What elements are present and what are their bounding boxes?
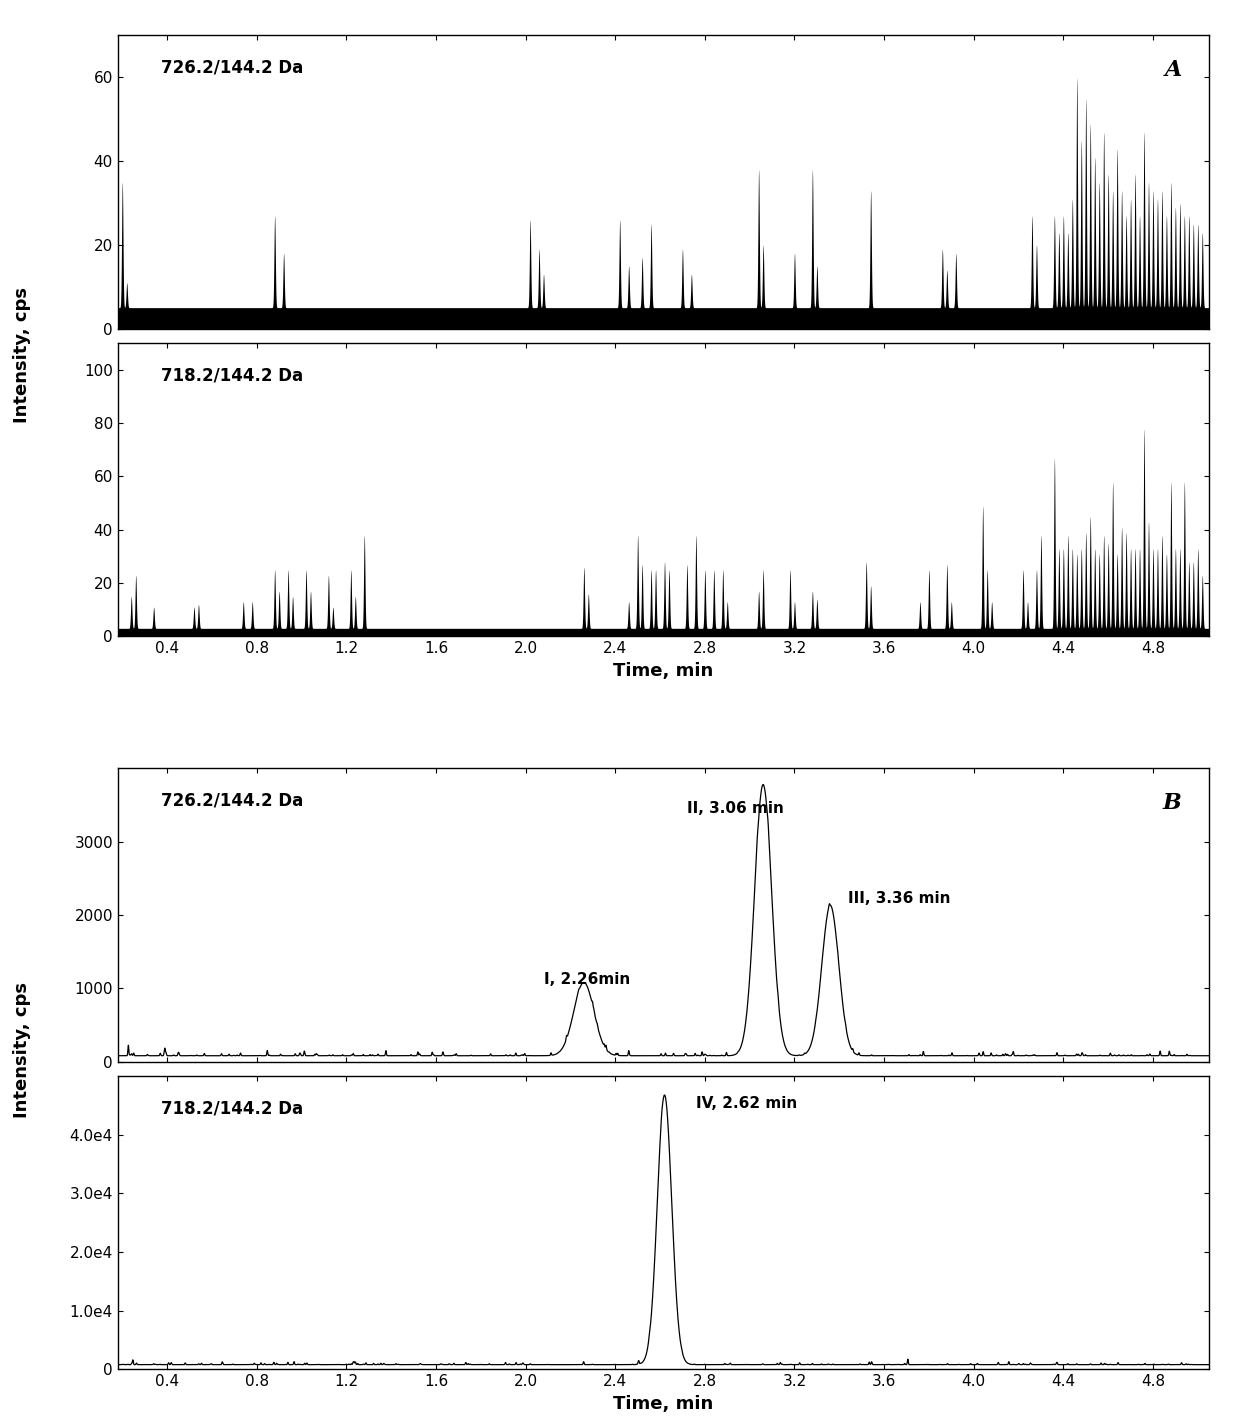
Text: Intensity, cps: Intensity, cps <box>14 287 31 423</box>
X-axis label: Time, min: Time, min <box>614 661 713 680</box>
Text: 718.2/144.2 Da: 718.2/144.2 Da <box>161 1100 304 1118</box>
Text: II, 3.06 min: II, 3.06 min <box>687 802 784 816</box>
Text: III, 3.36 min: III, 3.36 min <box>848 891 951 907</box>
Text: 726.2/144.2 Da: 726.2/144.2 Da <box>161 792 304 810</box>
X-axis label: Time, min: Time, min <box>614 1395 713 1413</box>
Text: B: B <box>1163 792 1182 815</box>
Text: I, 2.26min: I, 2.26min <box>543 972 630 986</box>
Text: A: A <box>1164 60 1182 81</box>
Text: IV, 2.62 min: IV, 2.62 min <box>696 1097 797 1111</box>
Text: 726.2/144.2 Da: 726.2/144.2 Da <box>161 60 304 77</box>
Text: 718.2/144.2 Da: 718.2/144.2 Da <box>161 366 304 385</box>
Text: Intensity, cps: Intensity, cps <box>14 982 31 1118</box>
